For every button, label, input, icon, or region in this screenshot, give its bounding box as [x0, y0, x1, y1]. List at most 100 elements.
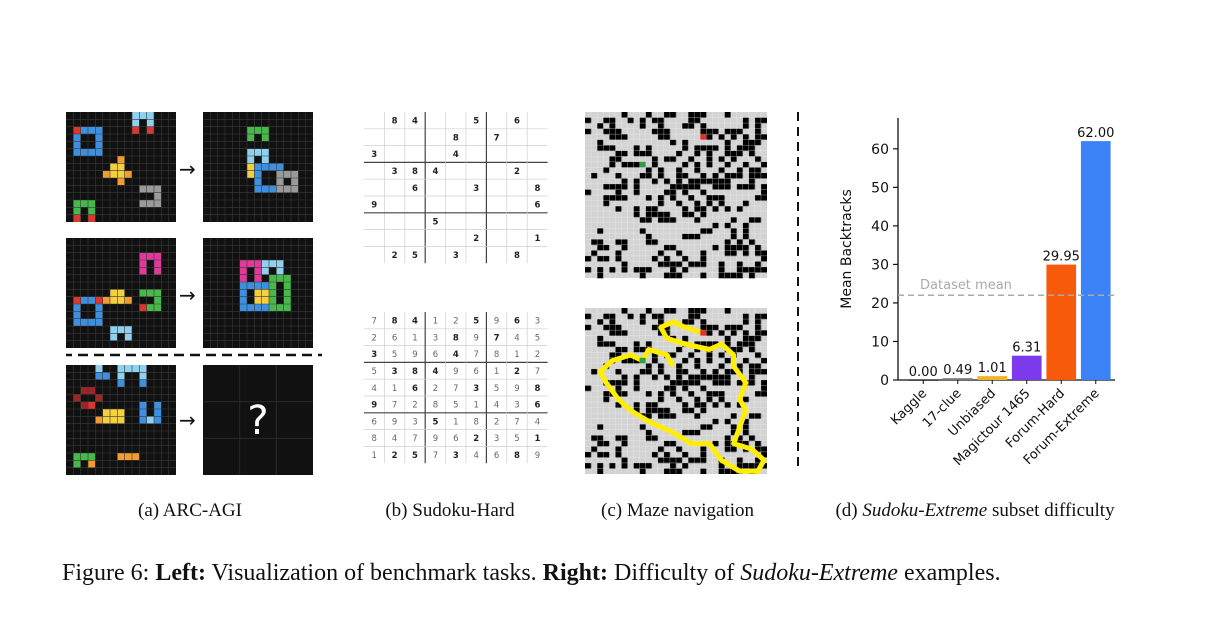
arc-test-input	[66, 365, 176, 475]
goal-cell	[700, 134, 707, 140]
sudoku-digit: 2	[514, 367, 520, 377]
sudoku-digit: 8	[514, 451, 520, 461]
sudoku-digit: 5	[473, 317, 479, 327]
sudoku-digit: 4	[432, 367, 438, 377]
sudoku-digit: 3	[433, 333, 438, 343]
sudoku-digit: 7	[433, 451, 438, 461]
solution-path	[597, 319, 767, 474]
sudoku-digit: 9	[514, 384, 519, 394]
sudoku-digit: 8	[494, 350, 499, 360]
sudoku-digit: 2	[453, 317, 458, 327]
right-end: examples.	[897, 560, 1001, 586]
sudoku-digit: 5	[453, 401, 458, 411]
caption-prefix: (d)	[835, 500, 863, 521]
sudoku-digit: 6	[412, 384, 418, 394]
sudoku-digit: 6	[534, 201, 540, 211]
sudoku-digit: 4	[535, 417, 540, 427]
sudoku-digit: 3	[371, 350, 377, 360]
sudoku-digit: 7	[494, 133, 500, 143]
sudoku-digit: 7	[453, 384, 458, 394]
figure-caption: Figure 6: Left: Visualization of benchma…	[62, 560, 1001, 587]
sudoku-digit: 6	[534, 401, 540, 411]
arc-example-2-input	[66, 238, 176, 348]
sudoku-digit: 6	[473, 367, 478, 377]
left-label: Left:	[155, 560, 206, 586]
start-cell	[639, 357, 646, 364]
y-tick-label: 0	[880, 373, 889, 389]
y-tick-label: 40	[871, 219, 889, 235]
arc-example-1-output	[203, 112, 313, 222]
sudoku-digit: 2	[473, 234, 479, 244]
bar-value-label: 0.00	[909, 365, 938, 380]
sudoku-digit: 1	[392, 384, 397, 394]
sudoku-digit: 6	[392, 333, 397, 343]
sudoku-digit: 4	[412, 117, 418, 127]
sudoku-digit: 8	[412, 167, 418, 177]
bar-value-label: 62.00	[1077, 126, 1114, 141]
bar-17-clue	[942, 378, 973, 380]
sudoku-digit: 9	[433, 434, 438, 444]
sudoku-digit: 7	[473, 350, 478, 360]
sudoku-digit: 9	[412, 350, 417, 360]
sudoku-digit: 2	[494, 417, 499, 427]
right-label: Right:	[542, 560, 609, 586]
sudoku-digit: 8	[392, 117, 398, 127]
dataset-mean-label: Dataset mean	[920, 278, 1012, 293]
caption-italic: Sudoku-Extreme	[862, 500, 988, 521]
sudoku-digit: 2	[412, 401, 417, 411]
sudoku-digit: 4	[473, 451, 478, 461]
sudoku-digit: 2	[392, 451, 398, 461]
sudoku-digit: 3	[494, 434, 499, 444]
sudoku-digit: 4	[371, 384, 376, 394]
bar-value-label: 29.95	[1043, 250, 1080, 265]
panel-divider	[797, 112, 799, 472]
sudoku-digit: 7	[392, 401, 397, 411]
bar-value-label: 1.01	[978, 361, 1007, 376]
sudoku-digit: 3	[453, 451, 459, 461]
sudoku-digit: 8	[514, 251, 520, 261]
sudoku-digit: 9	[392, 417, 397, 427]
sudoku-digit: 5	[412, 251, 418, 261]
sudoku-digit: 4	[412, 317, 418, 327]
sudoku-digit: 8	[534, 384, 540, 394]
sudoku-digit: 7	[514, 417, 519, 427]
maze-solution	[585, 308, 767, 474]
maze-input	[585, 112, 767, 279]
sudoku-digit: 8	[433, 401, 438, 411]
sudoku-digit: 7	[494, 333, 500, 343]
sudoku-digit: 3	[392, 367, 398, 377]
sudoku-digit: 2	[514, 167, 520, 177]
y-tick-label: 60	[871, 142, 889, 158]
arrow-icon: →	[179, 408, 196, 432]
sudoku-digit: 1	[433, 317, 438, 327]
sudoku-digit: 1	[514, 350, 519, 360]
sudoku-digit: 5	[473, 117, 479, 127]
sudoku-digit: 8	[412, 367, 418, 377]
sudoku-digit: 6	[494, 451, 499, 461]
arrow-icon: →	[179, 157, 196, 181]
sudoku-digit: 5	[412, 451, 418, 461]
sudoku-digit: 3	[412, 417, 417, 427]
sudoku-digit: 6	[514, 317, 520, 327]
sudoku-digit: 3	[371, 150, 377, 160]
sudoku-digit: 9	[371, 401, 377, 411]
arc-example-1-input	[66, 112, 176, 222]
sudoku-digit: 8	[392, 317, 398, 327]
sudoku-digit: 3	[514, 401, 519, 411]
sudoku-digit: 5	[392, 350, 397, 360]
sudoku-digit: 5	[535, 333, 540, 343]
sudoku-digit: 4	[453, 150, 459, 160]
sudoku-digit: 3	[473, 184, 479, 194]
sudoku-digit: 5	[514, 434, 519, 444]
sudoku-digit: 6	[412, 184, 418, 194]
sudoku-digit: 8	[534, 184, 540, 194]
sudoku-digit: 1	[534, 434, 540, 444]
sudoku-digit: 3	[453, 251, 459, 261]
maze-grids	[585, 112, 767, 474]
sudoku-digit: 5	[432, 417, 438, 427]
sudoku-digit: 7	[535, 367, 540, 377]
sudoku-digit: 9	[535, 451, 540, 461]
sudoku-digit: 9	[494, 317, 499, 327]
bar-forum-extreme	[1080, 141, 1111, 380]
